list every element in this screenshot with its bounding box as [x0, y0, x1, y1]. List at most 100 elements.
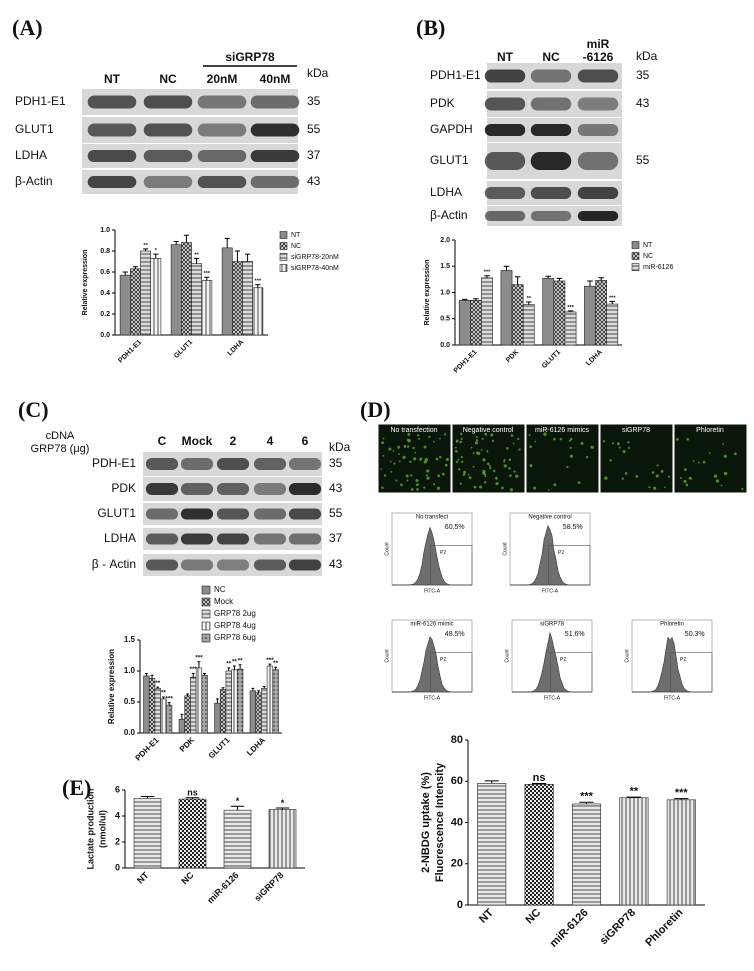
bar — [219, 689, 227, 734]
flow-percent: 50.3% — [685, 631, 705, 638]
blot-band — [216, 458, 250, 470]
y-axis-label: Lactate production — [85, 788, 95, 869]
legend-label: NC — [291, 243, 301, 250]
blot-band — [288, 508, 322, 520]
error-bar — [144, 672, 148, 676]
significance: ** — [232, 659, 237, 666]
panel-label: (A) — [12, 15, 43, 40]
legend-label: NT — [291, 232, 301, 239]
flow-gate — [550, 652, 593, 693]
row-kda: 43 — [307, 174, 321, 188]
y-axis-label: Relative expression — [424, 260, 431, 326]
row-label: β-Actin — [430, 208, 468, 222]
row-label: GLUT1 — [15, 122, 54, 136]
y-tick-label: 0.6 — [100, 269, 110, 276]
legend-label: GRP78 4ug — [214, 621, 256, 630]
bar — [225, 670, 232, 734]
bar — [170, 244, 182, 336]
legend-label: NT — [643, 242, 653, 249]
legend-label: GRP78 6ug — [214, 633, 256, 642]
blot-band — [143, 176, 193, 188]
image-label: siGRP78 — [622, 427, 650, 434]
blot-band — [577, 211, 619, 221]
bar — [201, 675, 208, 734]
flow-y-axis: Count — [504, 649, 510, 663]
legend-label: Mock — [214, 597, 234, 606]
lane-label: 6 — [302, 434, 309, 448]
y-tick-label: 4 — [115, 810, 120, 820]
error-bar — [150, 674, 154, 679]
x-tick-label: GLUT1 — [207, 735, 232, 760]
error-bar — [221, 687, 225, 690]
blot-band — [145, 559, 179, 571]
row-kda: 43 — [636, 96, 650, 110]
error-bar — [167, 702, 171, 706]
blot-band — [530, 152, 572, 170]
flow-gate-label: P2 — [440, 550, 446, 556]
x-tick-label: PDK — [505, 349, 520, 364]
error-bar — [194, 257, 200, 264]
x-tick-label: NT — [135, 870, 151, 886]
blot-band — [87, 150, 137, 162]
y-axis-label: Fluorescence Intensity — [434, 762, 446, 882]
blot-band — [180, 559, 214, 571]
bar — [584, 285, 596, 346]
error-bar — [598, 277, 604, 281]
error-bar — [245, 253, 251, 262]
x-tick-label: siGRP78 — [252, 870, 285, 903]
panel-label: (D) — [360, 397, 391, 422]
blot-band — [484, 187, 526, 199]
y-tick-label: 0.0 — [440, 342, 450, 349]
error-bar — [185, 797, 200, 800]
blot-band — [250, 123, 300, 137]
bar — [470, 300, 482, 346]
group-label: siGRP78 — [225, 50, 275, 64]
y-tick-label: 80 — [451, 734, 463, 746]
significance: *** — [165, 695, 173, 702]
blot-band — [145, 458, 179, 470]
bar — [150, 258, 162, 336]
error-bar — [156, 686, 160, 689]
legend-swatch — [201, 621, 211, 631]
flow-x-axis: FITC-A — [544, 695, 561, 701]
flow-y-axis: Count — [384, 649, 390, 663]
flow-x-axis: FITC-A — [542, 588, 559, 594]
bar — [231, 669, 238, 734]
error-bar — [143, 248, 149, 251]
error-bar — [122, 271, 128, 276]
y-axis-label: (nmol/ul) — [97, 810, 107, 848]
error-bar — [484, 780, 499, 784]
error-bar — [238, 664, 242, 670]
bar — [564, 311, 577, 346]
bar — [214, 702, 221, 734]
y-tick-label: 60 — [451, 775, 463, 787]
row-label: PDK — [111, 481, 136, 495]
bar — [133, 798, 162, 869]
bar — [252, 287, 264, 336]
bar — [522, 304, 535, 346]
legend-swatch — [279, 253, 288, 261]
row-label: PDK — [430, 96, 455, 110]
caption: cDNA — [46, 430, 75, 442]
fluorescence-image — [599, 423, 674, 494]
blot-band — [484, 124, 526, 136]
x-tick-label: LDHA — [245, 735, 267, 757]
panel-label: (B) — [416, 15, 445, 40]
legend-swatch — [631, 252, 640, 260]
x-tick-label: PDH1-E1 — [453, 349, 479, 375]
blot-band — [87, 95, 137, 109]
error-bar — [473, 298, 479, 301]
significance: *** — [204, 271, 211, 277]
x-tick-label: GLUT1 — [541, 349, 562, 370]
error-bar — [626, 796, 642, 798]
error-bar — [461, 298, 468, 301]
x-tick-label: miR-6126 — [205, 870, 240, 905]
significance: ns — [533, 772, 546, 784]
bar — [178, 719, 186, 734]
row-label: β - Actin — [92, 557, 136, 571]
x-tick-label: NC — [179, 870, 196, 887]
lane-label: 20nM — [207, 72, 238, 86]
flow-y-axis: Count — [502, 542, 508, 556]
blot-band — [253, 458, 287, 470]
y-tick-label: 0 — [457, 899, 463, 911]
